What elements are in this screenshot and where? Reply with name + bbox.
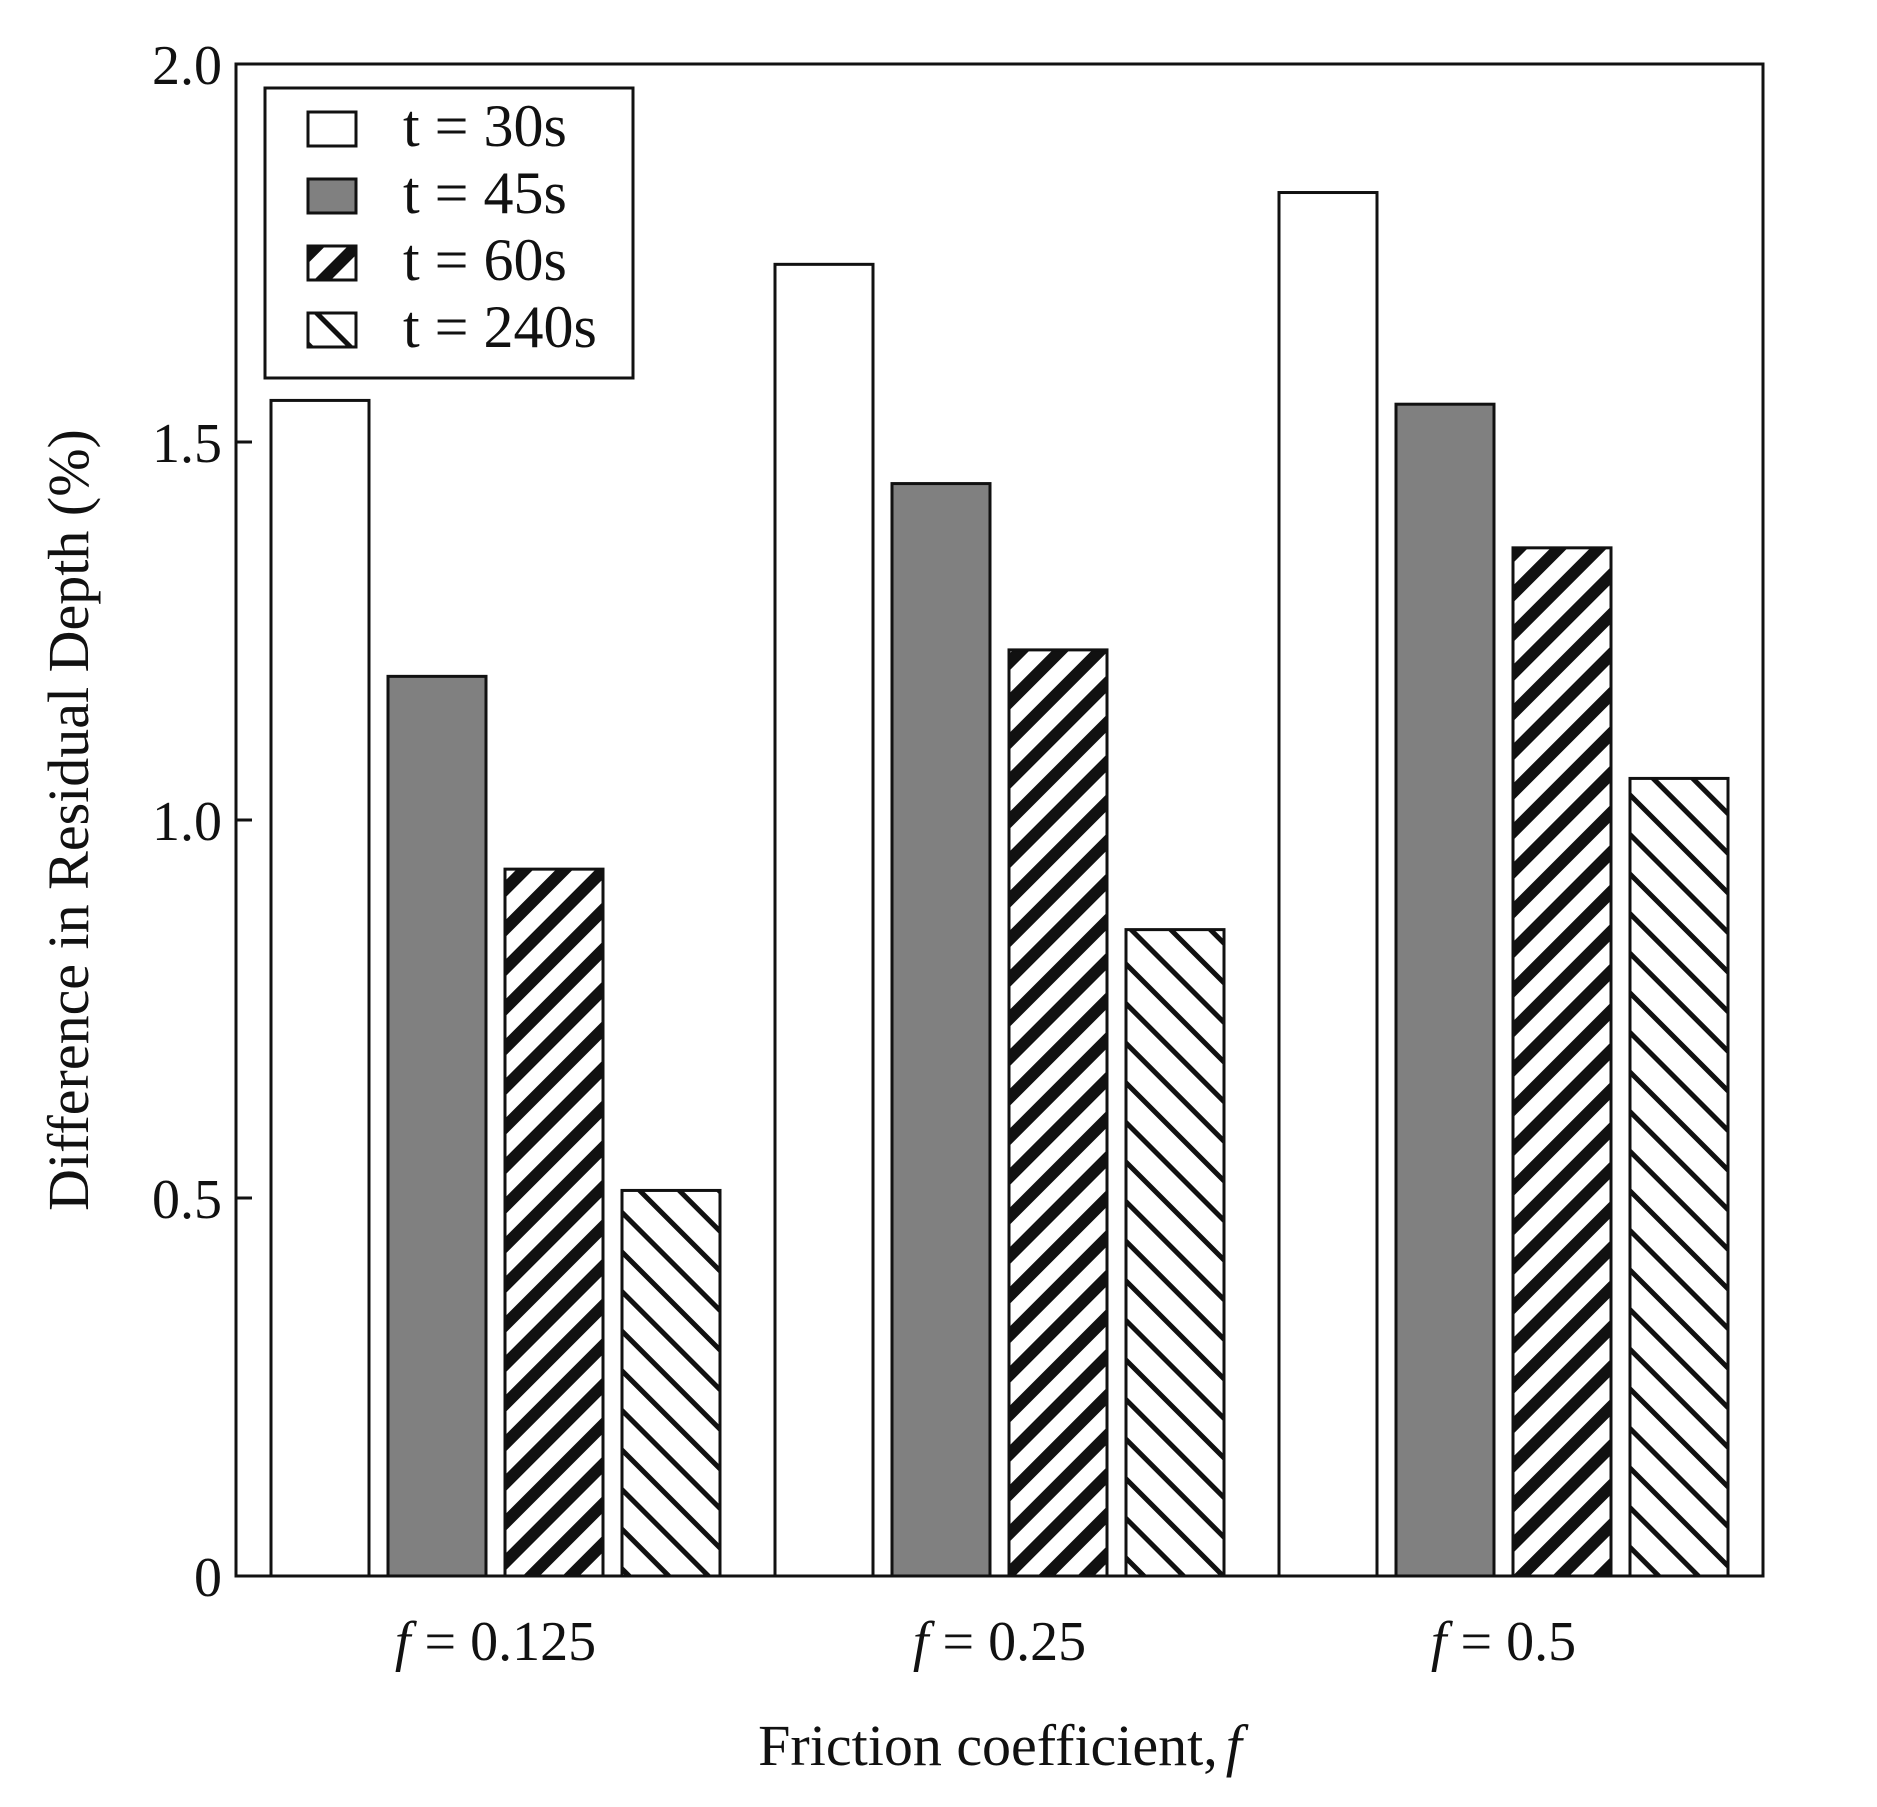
bar-t45s-group-2 bbox=[890, 482, 992, 1578]
legend-swatch bbox=[306, 244, 358, 282]
y-tick-label: 0.5 bbox=[152, 1169, 222, 1231]
bar-t30s-group-2 bbox=[773, 262, 875, 1578]
legend-swatch bbox=[306, 177, 358, 215]
plot-frame bbox=[234, 62, 1765, 1578]
legend-swatch bbox=[306, 311, 358, 349]
legend-swatch bbox=[306, 110, 358, 148]
x-category-label: f = 0.25 bbox=[913, 1611, 1086, 1673]
bar-t240s-group-2 bbox=[1124, 928, 1226, 1578]
x-category-label: f = 0.125 bbox=[395, 1611, 596, 1673]
bar-t45s-group-3 bbox=[1394, 402, 1496, 1578]
x-axis-title-text: Friction coefficient, bbox=[758, 1713, 1218, 1778]
legend-label: t = 60s bbox=[403, 227, 567, 293]
x-category-label: f = 0.5 bbox=[1431, 1611, 1576, 1673]
x-category-value: = 0.5 bbox=[1446, 1611, 1576, 1673]
bar-t60s-group-1 bbox=[503, 867, 605, 1578]
bar-t30s-group-1 bbox=[269, 398, 371, 1578]
bars bbox=[269, 191, 1730, 1578]
y-tick-label: 0 bbox=[194, 1547, 222, 1609]
y-axis-ticks: 0 0.5 1.0 1.5 2.0 bbox=[152, 35, 252, 1609]
bar-t240s-group-1 bbox=[620, 1188, 722, 1578]
y-tick-label: 1.5 bbox=[152, 413, 222, 475]
legend-label: t = 240s bbox=[403, 294, 597, 360]
bar-t30s-group-3 bbox=[1277, 191, 1379, 1578]
bar-t240s-group-3 bbox=[1628, 776, 1730, 1578]
bar-t60s-group-2 bbox=[1007, 648, 1109, 1578]
bar-t45s-group-1 bbox=[386, 674, 488, 1578]
y-axis-title: Difference in Residual Depth (%) bbox=[36, 429, 101, 1211]
y-tick-label: 2.0 bbox=[152, 35, 222, 97]
x-axis-title: Friction coefficient, f bbox=[758, 1713, 1249, 1778]
x-category-value: = 0.25 bbox=[928, 1611, 1086, 1673]
x-axis-title-var: f bbox=[1226, 1713, 1249, 1778]
y-tick-label: 1.0 bbox=[152, 791, 222, 853]
legend-label: t = 30s bbox=[403, 93, 567, 159]
x-category-value: = 0.125 bbox=[410, 1611, 596, 1673]
legend-label: t = 45s bbox=[403, 160, 567, 226]
bar-t60s-group-3 bbox=[1511, 546, 1613, 1578]
x-axis-category-labels: f = 0.125 f = 0.25 f = 0.5 bbox=[395, 1611, 1576, 1673]
